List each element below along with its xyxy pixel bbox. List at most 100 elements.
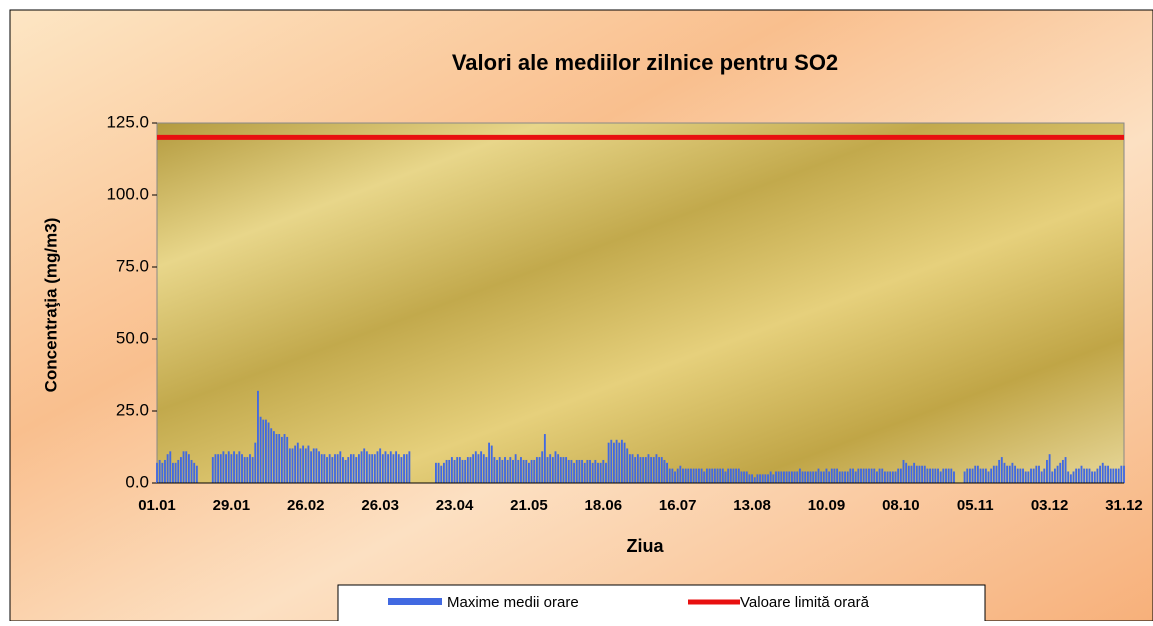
bar — [652, 457, 655, 483]
bar — [286, 436, 289, 483]
bar — [302, 445, 305, 483]
bar — [1011, 462, 1014, 483]
bar — [703, 471, 706, 483]
bar — [458, 457, 461, 483]
bar — [371, 454, 374, 483]
bar — [634, 457, 637, 483]
bar — [976, 465, 979, 483]
bar — [440, 465, 443, 483]
bar — [477, 454, 480, 483]
bar — [522, 459, 525, 483]
bar — [876, 471, 878, 483]
bar — [886, 471, 889, 483]
bar — [822, 471, 825, 483]
bar — [846, 471, 849, 483]
bar — [581, 459, 583, 483]
bar — [798, 468, 801, 483]
bar — [979, 468, 982, 483]
bar — [190, 459, 193, 483]
bar — [379, 448, 382, 483]
bar — [227, 451, 230, 483]
bar — [397, 454, 400, 483]
bar — [809, 471, 812, 483]
bar — [745, 471, 748, 483]
bar — [690, 468, 692, 483]
bar — [1064, 457, 1067, 483]
x-tick-label: 31.12 — [1105, 497, 1143, 514]
bar — [395, 451, 398, 483]
bar — [185, 451, 188, 483]
bar — [759, 474, 761, 483]
bar — [599, 462, 602, 483]
bar — [1038, 465, 1040, 483]
bar — [953, 471, 955, 483]
bar — [1109, 468, 1112, 483]
bar — [939, 471, 942, 483]
bar — [222, 451, 225, 483]
bar — [666, 462, 668, 483]
bar — [1117, 468, 1120, 483]
bar — [716, 468, 719, 483]
bar — [767, 474, 769, 483]
bar — [461, 459, 464, 483]
bar — [721, 468, 724, 483]
bar — [172, 462, 174, 483]
bar — [937, 468, 939, 483]
bar — [504, 457, 506, 483]
bar — [658, 457, 661, 483]
bar — [1043, 468, 1046, 483]
bar — [493, 457, 496, 483]
y-tick-label: 100.0 — [106, 184, 149, 203]
bar — [214, 454, 217, 483]
bar — [450, 457, 453, 483]
bar — [849, 468, 852, 483]
bar — [642, 457, 645, 483]
x-tick-label: 21.05 — [510, 497, 548, 514]
bar — [836, 468, 839, 483]
bar — [331, 457, 334, 483]
bar — [525, 459, 528, 483]
x-tick-label: 23.04 — [436, 497, 474, 514]
bar — [942, 468, 945, 483]
bar — [1059, 462, 1062, 483]
y-tick-label: 75.0 — [116, 256, 149, 275]
bar — [806, 471, 809, 483]
bar — [376, 451, 379, 483]
bar — [854, 471, 857, 483]
bar — [435, 462, 437, 483]
bar — [1053, 468, 1056, 483]
bar — [777, 471, 780, 483]
bar — [753, 477, 756, 483]
x-tick-label: 10.09 — [808, 497, 846, 514]
bar — [403, 454, 405, 483]
bar — [1014, 465, 1017, 483]
bar — [785, 471, 788, 483]
bar — [623, 442, 626, 483]
bar — [663, 459, 666, 483]
bar — [865, 468, 868, 483]
bar — [270, 428, 273, 483]
bar — [926, 468, 929, 483]
bar — [1096, 468, 1099, 483]
bar — [559, 457, 562, 483]
bar — [166, 454, 169, 483]
bar — [790, 471, 793, 483]
bar — [655, 454, 658, 483]
bar — [889, 471, 892, 483]
bar — [605, 462, 607, 483]
bar — [737, 468, 740, 483]
bar — [870, 468, 873, 483]
bar — [334, 454, 336, 483]
bar — [312, 448, 315, 483]
bar — [615, 439, 618, 483]
bar — [1075, 468, 1078, 483]
bar — [897, 468, 900, 483]
bar — [1046, 459, 1048, 483]
bar — [687, 468, 690, 483]
bar — [187, 454, 190, 483]
bar — [1112, 468, 1115, 483]
bar — [169, 451, 172, 483]
bar — [1085, 468, 1088, 483]
bar — [243, 457, 246, 483]
